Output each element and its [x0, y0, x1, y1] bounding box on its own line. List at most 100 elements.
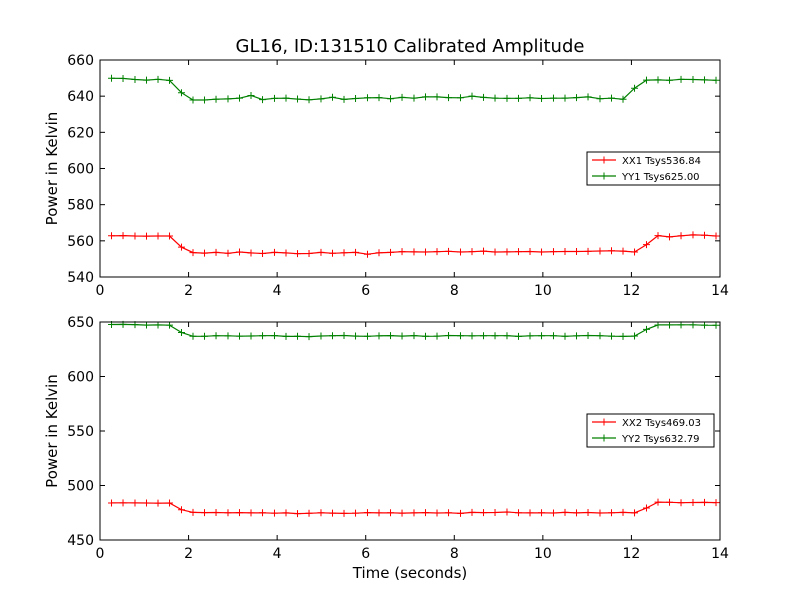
data-point-marker — [317, 248, 325, 256]
data-point-marker — [375, 249, 383, 257]
data-point-marker — [677, 232, 685, 240]
data-point-marker — [480, 332, 488, 340]
data-point-marker — [515, 509, 522, 517]
x-tick-label: 0 — [96, 546, 105, 562]
data-point-marker — [270, 509, 278, 517]
data-point-marker — [480, 509, 488, 517]
data-point-marker — [689, 321, 697, 329]
data-point-marker — [398, 332, 406, 340]
y-tick-label: 640 — [67, 89, 94, 105]
x-tick-label: 14 — [711, 283, 729, 299]
data-point-marker — [119, 499, 127, 507]
data-point-marker — [340, 249, 348, 257]
y-tick-label: 580 — [67, 198, 94, 214]
data-point-marker — [375, 509, 383, 517]
data-point-marker — [108, 499, 116, 507]
data-point-marker — [340, 332, 348, 340]
y-tick-label: 650 — [67, 315, 94, 331]
data-point-marker — [677, 499, 685, 507]
x-tick-label: 8 — [450, 283, 459, 299]
legend-box — [586, 151, 721, 186]
data-point-marker — [329, 249, 336, 257]
y-axis-label: Power in Kelvin — [43, 112, 61, 226]
x-tick-label: 10 — [534, 283, 552, 299]
data-point-marker — [387, 332, 395, 340]
legend-box — [586, 413, 715, 448]
data-point-marker — [329, 93, 336, 101]
data-point-marker — [119, 232, 127, 240]
data-point-marker — [201, 249, 209, 257]
data-point-marker — [584, 247, 592, 255]
data-point-marker — [677, 321, 685, 329]
data-point-marker — [642, 504, 650, 512]
data-point-marker — [236, 332, 243, 340]
data-point-marker — [305, 96, 313, 104]
data-point-marker — [329, 509, 336, 517]
data-point-marker — [166, 499, 174, 507]
data-point-marker — [631, 332, 639, 340]
top-plot-panel: 0 2 4 6 8 10 12 14 540 560 580 600 620 640 660 Power in… — [43, 53, 729, 299]
data-point-marker — [608, 247, 615, 255]
data-point-marker — [398, 93, 406, 101]
data-point-marker — [247, 509, 255, 517]
data-point-marker — [108, 232, 116, 240]
data-point-marker — [154, 232, 162, 240]
data-point-marker — [491, 332, 499, 340]
y-tick-label: 560 — [67, 234, 94, 250]
data-point-marker — [642, 241, 650, 249]
data-point-marker — [561, 508, 569, 516]
data-point-marker — [131, 499, 139, 507]
data-point-marker — [143, 76, 150, 84]
data-point-marker — [259, 509, 267, 517]
data-point-marker — [247, 332, 255, 340]
data-point-marker — [701, 231, 708, 239]
data-point-marker — [352, 248, 360, 256]
data-point-marker — [201, 332, 209, 340]
data-point-marker — [247, 249, 255, 257]
x-tick-label: 14 — [711, 546, 729, 562]
data-point-marker — [538, 95, 546, 103]
data-point-marker — [422, 248, 429, 256]
data-point-marker — [294, 250, 302, 258]
data-point-marker — [131, 232, 139, 240]
data-point-marker — [631, 248, 639, 256]
data-point-marker — [270, 332, 278, 340]
data-point-marker — [177, 89, 185, 97]
data-point-marker — [619, 95, 627, 103]
data-point-marker — [422, 332, 429, 340]
data-point-marker — [422, 509, 429, 517]
data-point-marker — [677, 75, 685, 83]
data-point-marker — [666, 233, 674, 241]
data-point-marker — [584, 509, 592, 517]
data-point-marker — [398, 248, 406, 256]
data-point-marker — [236, 94, 243, 102]
y-tick-label: 500 — [67, 479, 94, 495]
data-point-marker — [503, 94, 511, 102]
data-point-marker — [119, 74, 127, 82]
data-point-marker — [608, 94, 615, 102]
data-point-marker — [561, 94, 569, 102]
data-point-marker — [282, 332, 290, 340]
data-point-marker — [456, 94, 464, 102]
data-point-marker — [456, 509, 464, 517]
data-point-marker — [538, 509, 546, 517]
data-point-marker — [549, 248, 557, 256]
data-point-marker — [166, 232, 174, 240]
data-point-marker — [259, 249, 267, 257]
data-point-marker — [259, 96, 267, 104]
data-point-marker — [410, 248, 418, 256]
data-point-marker — [340, 95, 348, 103]
data-point-marker — [236, 248, 243, 256]
data-point-marker — [445, 332, 453, 340]
data-point-marker — [480, 93, 488, 101]
legend-marker — [600, 172, 608, 180]
data-point-marker — [363, 509, 371, 517]
data-point-marker — [445, 94, 453, 102]
data-point-marker — [282, 94, 290, 102]
data-point-marker — [619, 247, 627, 255]
data-point-marker — [282, 509, 290, 517]
x-tick-label: 6 — [361, 546, 370, 562]
data-point-marker — [317, 509, 325, 517]
data-point-marker — [538, 332, 546, 340]
x-tick-label: 10 — [534, 546, 552, 562]
